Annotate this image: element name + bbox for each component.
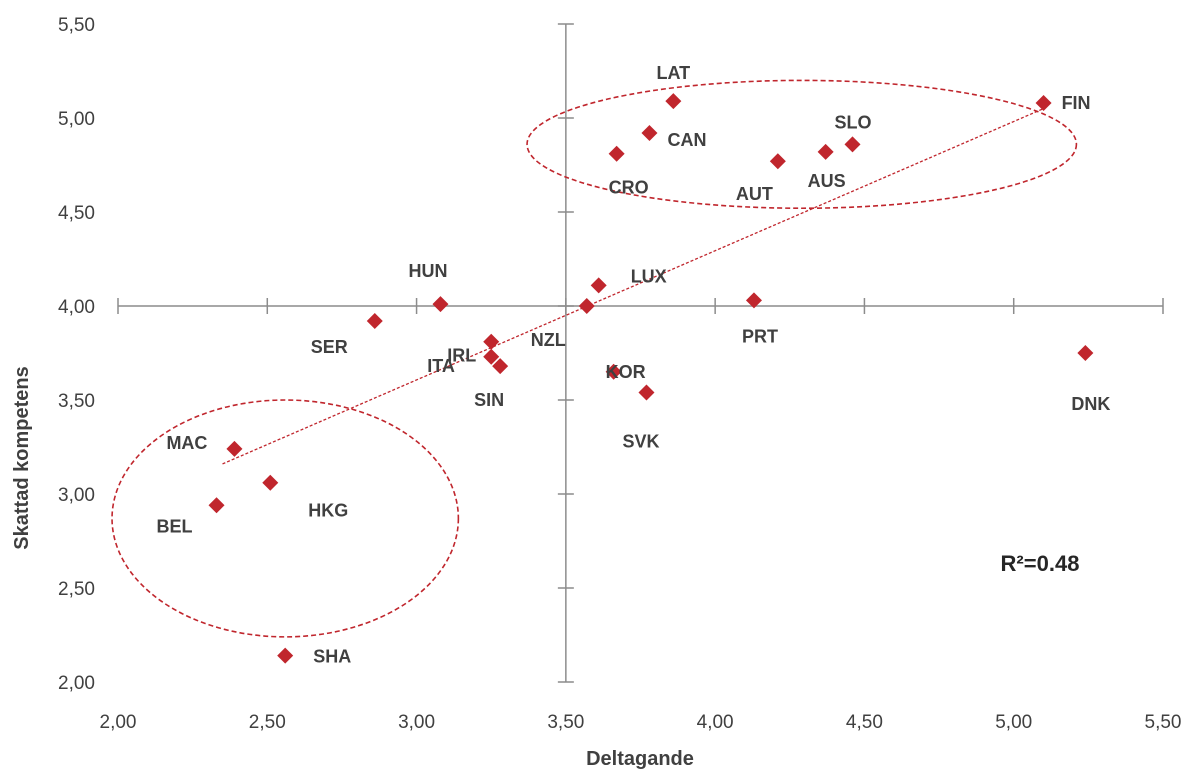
y-tick-label: 4,50 [58, 203, 95, 224]
point-label-ser: SER [311, 337, 348, 357]
point-label-aut: AUT [736, 184, 773, 204]
point-label-can: CAN [667, 130, 706, 150]
data-point-sha [277, 647, 294, 664]
data-point-svk [638, 384, 655, 401]
point-label-slo: SLO [834, 112, 871, 132]
y-tick-label: 5,50 [58, 15, 95, 36]
point-label-bel: BEL [157, 516, 193, 536]
highlight-ellipse-2 [111, 399, 460, 638]
x-tick-label: 4,50 [846, 712, 883, 733]
point-label-lat: LAT [657, 63, 691, 83]
data-point-hkg [262, 474, 279, 491]
x-axis-title: Deltagande [586, 748, 694, 770]
data-point-fin [1035, 94, 1052, 111]
point-label-svk: SVK [622, 431, 659, 451]
point-label-dnk: DNK [1071, 394, 1110, 414]
data-point-cro [608, 145, 625, 162]
data-point-kor [605, 363, 622, 380]
point-label-lux: LUX [631, 266, 667, 286]
point-label-kor: KOR [606, 362, 646, 382]
highlight-ellipse-1 [526, 79, 1078, 210]
data-point-hun [432, 296, 449, 313]
trendline-group [222, 108, 1044, 465]
x-tick-label: 2,00 [100, 712, 137, 733]
point-labels: LAT FIN CAN SLO AUS CRO AUT LUX PRT HUN NZL SER IRL D… [157, 63, 1111, 667]
data-point-bel [208, 497, 225, 514]
data-point-aut [769, 153, 786, 170]
data-point-slo [844, 136, 861, 153]
point-label-sin: SIN [474, 390, 504, 410]
data-point-ser [366, 313, 383, 330]
y-tick-label: 3,00 [58, 485, 95, 506]
data-point-mac [226, 440, 243, 457]
data-point-prt [745, 292, 762, 309]
point-label-aus: AUS [808, 171, 846, 191]
data-point-sin [492, 358, 509, 375]
y-tick-label: 2,00 [58, 673, 95, 694]
data-point-dnk [1077, 345, 1094, 361]
axes: 2,00 2,50 3,00 3,50 4,00 4,50 5,00 5,50 2,00 2,50… [58, 15, 1181, 733]
point-label-mac: MAC [166, 433, 207, 453]
x-tick-label: 3,00 [398, 712, 435, 733]
data-point-can [641, 125, 658, 142]
data-point-ita [483, 348, 500, 365]
y-tick-label: 5,00 [58, 109, 95, 130]
data-points [208, 93, 1094, 664]
point-label-cro: CRO [609, 178, 649, 198]
point-label-hun: HUN [408, 261, 447, 281]
x-tick-label: 4,00 [697, 712, 734, 733]
data-point-irl [483, 333, 500, 350]
point-label-prt: PRT [742, 326, 778, 346]
x-tick-label: 3,50 [547, 712, 584, 733]
point-label-hkg: HKG [308, 501, 348, 521]
point-label-irl: IRL [447, 346, 476, 366]
y-axis-title: Skattad kompetens [11, 366, 33, 549]
data-point-lux [590, 277, 607, 294]
r-squared-annotation: R²=0.48 [1001, 551, 1080, 576]
data-point-lat [665, 93, 682, 110]
y-tick-label: 4,00 [58, 297, 95, 318]
x-tick-label: 5,50 [1145, 712, 1182, 733]
highlight-ellipses [111, 79, 1078, 638]
x-tick-label: 5,00 [995, 712, 1032, 733]
point-label-ita: ITA [427, 356, 455, 376]
y-tick-label: 3,50 [58, 391, 95, 412]
point-label-fin: FIN [1062, 93, 1091, 113]
point-label-sha: SHA [313, 647, 351, 667]
data-point-nzl [578, 298, 595, 314]
x-tick-label: 2,50 [249, 712, 286, 733]
point-label-nzl: NZL [531, 330, 566, 350]
trendline [222, 108, 1044, 465]
data-point-aus [817, 143, 834, 160]
y-tick-label: 2,50 [58, 579, 95, 600]
